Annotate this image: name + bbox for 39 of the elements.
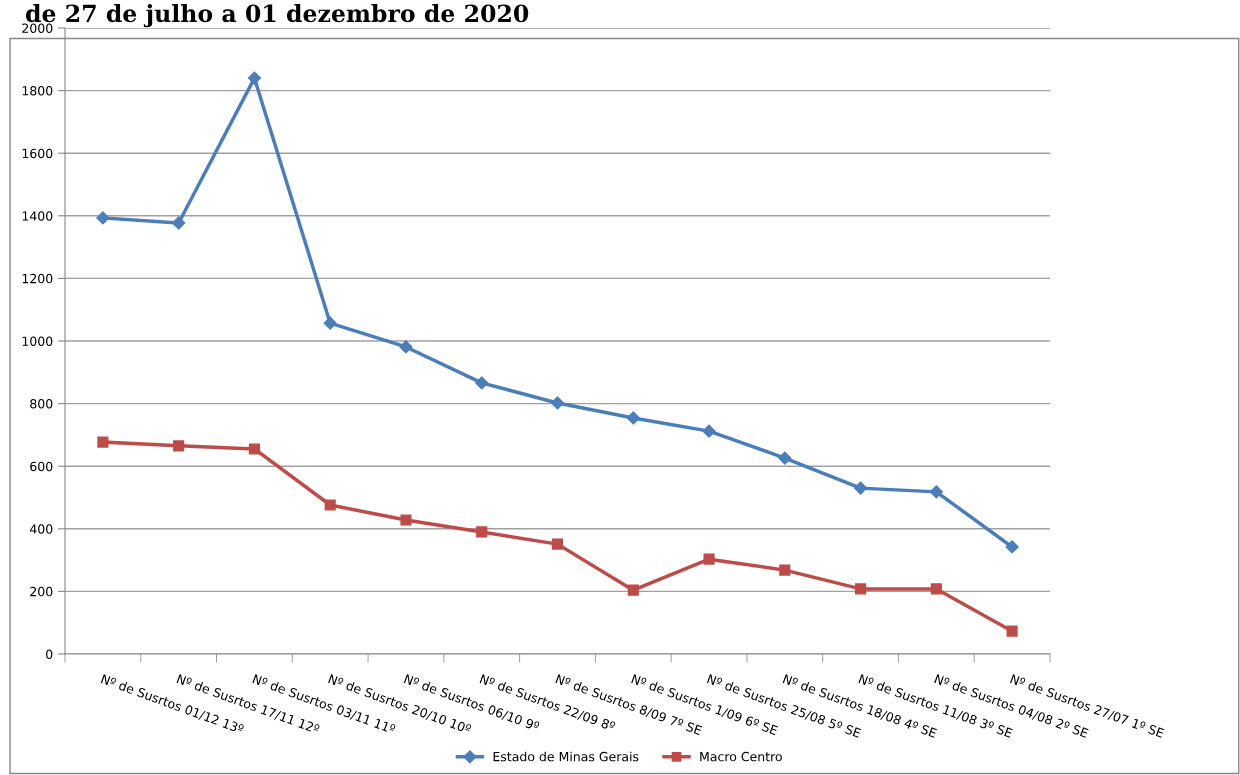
point (97, 436, 109, 448)
point (400, 514, 412, 526)
y-tick-label: 1800 (22, 86, 53, 96)
point (475, 376, 489, 390)
point (855, 583, 867, 595)
point (626, 411, 640, 425)
point (324, 499, 336, 511)
y-tick-label: 1600 (22, 148, 53, 159)
y-tick-label: 0 (46, 649, 53, 659)
point (1006, 625, 1018, 637)
y-tick-label: 400 (29, 524, 53, 534)
point (627, 584, 639, 596)
point (853, 481, 868, 495)
y-tick-label: 800 (30, 399, 53, 409)
y-tick-label: 600 (30, 461, 53, 472)
point (930, 583, 942, 595)
point (476, 526, 488, 538)
point (323, 316, 337, 330)
point (551, 538, 564, 550)
y-tick-label: 2000 (22, 23, 53, 33)
point (778, 451, 792, 465)
point (172, 216, 186, 230)
point (702, 424, 716, 438)
point (248, 443, 260, 455)
point (779, 564, 791, 576)
point (399, 340, 413, 354)
y-tick-label: 1000 (22, 336, 53, 346)
legend-label: Estado de Minas Gerais (493, 751, 639, 762)
point (247, 71, 262, 85)
y-tick-label: 200 (30, 586, 53, 597)
legend-label: Macro Centro (700, 751, 782, 762)
point (703, 553, 715, 565)
y-tick-label: 1200 (22, 273, 53, 284)
point (929, 485, 943, 499)
point (96, 211, 110, 225)
point (173, 440, 185, 452)
y-tick-label: 1400 (22, 211, 53, 221)
point (1005, 540, 1019, 554)
point (550, 396, 565, 410)
